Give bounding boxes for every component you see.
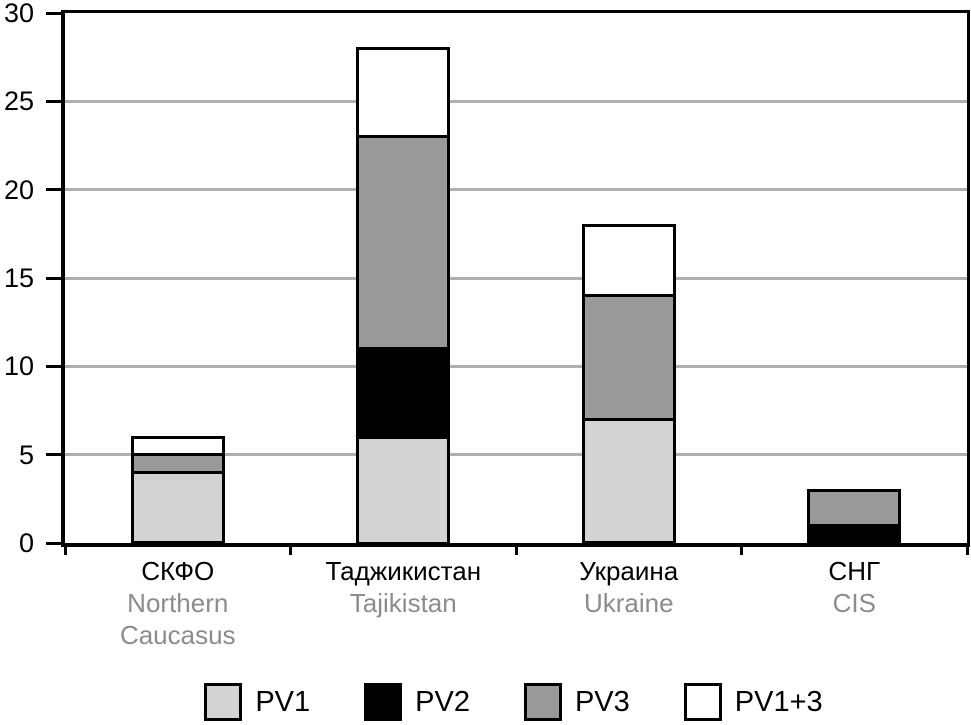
y-axis-tick <box>46 11 62 15</box>
legend-swatch <box>683 683 722 721</box>
x-axis-tick <box>740 543 743 555</box>
y-axis-tick <box>46 188 62 192</box>
category-label-en: Tajikistan <box>349 588 457 618</box>
y-axis-tick-label: 0 <box>18 528 34 558</box>
bar-segment-pv1plus3 <box>581 223 676 298</box>
category-label: СКФО Northern Caucasus <box>65 556 291 651</box>
legend-item: PV1+3 <box>683 683 823 721</box>
category-label-ru: СКФО <box>141 556 215 586</box>
legend-label: PV2 <box>415 685 470 718</box>
bar-segment-pv1 <box>581 417 676 545</box>
bar-segment-pv1plus3 <box>130 435 225 457</box>
x-axis-tick <box>965 543 969 555</box>
bar-segment-pv1 <box>130 470 225 545</box>
bar-segment-pv3 <box>807 488 902 527</box>
category-label-en: CIS <box>832 588 876 618</box>
x-axis-tick <box>514 543 518 555</box>
legend: PV1 PV2 PV3 PV1+3 <box>0 683 971 721</box>
category-label: Украина Ukraine <box>516 556 742 619</box>
category-label-ru: Таджикистан <box>325 556 482 586</box>
category-label-en: Northern Caucasus <box>119 588 236 650</box>
gridline <box>65 453 967 457</box>
gridline <box>65 188 967 192</box>
y-axis-tick <box>46 364 62 368</box>
legend-label: PV1+3 <box>734 685 823 718</box>
y-axis-tick-label: 15 <box>3 263 34 293</box>
bar-segment-pv2 <box>356 347 451 439</box>
y-axis-tick <box>46 99 62 103</box>
legend-item: PV2 <box>364 683 470 721</box>
y-axis-tick <box>46 276 62 280</box>
y-axis-tick-label: 10 <box>3 351 34 382</box>
legend-swatch <box>204 683 243 721</box>
legend-item: PV1 <box>204 683 310 721</box>
bar-segment-pv1plus3 <box>356 46 451 139</box>
y-axis-tick-label: 5 <box>18 439 34 470</box>
bar-segment-pv2 <box>807 523 902 545</box>
legend-label: PV3 <box>574 685 630 718</box>
x-axis-tick <box>289 543 292 555</box>
category-label: Таджикистан Tajikistan <box>290 556 516 619</box>
legend-swatch <box>523 683 562 721</box>
bar-segment-pv3 <box>581 294 676 421</box>
y-axis-tick-label: 30 <box>3 0 34 28</box>
category-label: СНГ CIS <box>741 556 967 619</box>
gridline <box>65 364 967 368</box>
category-label-en: Ukraine <box>583 588 674 618</box>
legend-swatch <box>364 683 403 721</box>
bar-segment-pv1 <box>356 435 451 545</box>
legend-item: PV3 <box>523 683 630 721</box>
y-axis-tick <box>46 541 62 545</box>
bar-segment-pv3 <box>130 453 225 474</box>
category-label-ru: Украина <box>579 556 679 586</box>
y-axis-tick <box>46 453 62 457</box>
gridline <box>65 276 967 280</box>
y-axis-tick-label: 20 <box>3 174 34 205</box>
y-axis-tick-label: 25 <box>3 86 34 117</box>
bar-segment-pv3 <box>356 135 451 351</box>
legend-label: PV1 <box>255 685 311 718</box>
category-label-ru: СНГ <box>828 556 881 586</box>
gridline <box>65 99 967 103</box>
x-axis-tick <box>63 543 67 555</box>
